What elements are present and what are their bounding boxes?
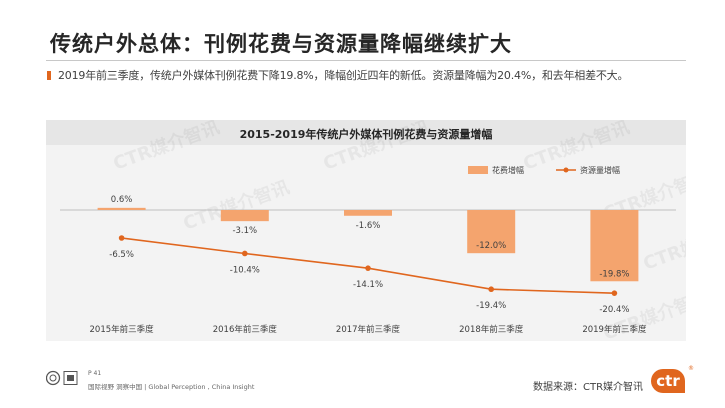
certification-icon	[46, 370, 78, 386]
line-point	[365, 265, 371, 271]
ctr-logo: ctr	[651, 369, 685, 393]
data-source: 数据来源：CTR媒介智讯	[533, 382, 644, 393]
line-data-label: -6.5%	[109, 250, 134, 260]
watermark-text: CTR媒介智讯	[320, 120, 432, 175]
bar	[467, 210, 516, 254]
bar-data-label: -1.6%	[356, 221, 381, 231]
legend-marker-line	[563, 167, 569, 173]
line-data-label: -14.1%	[353, 280, 383, 290]
line-point	[488, 286, 495, 293]
chart-plot: CTR媒介智讯 CTR媒介智讯 CTR媒介智讯CTR媒介智讯CTR媒介智讯CTR媒介…	[60, 120, 686, 341]
bar-data-label: -19.8%	[599, 269, 629, 279]
x-tick-label: 2016年前三季度	[213, 324, 278, 335]
watermark-text: CTR媒介智讯	[640, 216, 686, 275]
line-data-label: -20.4%	[599, 305, 629, 315]
line-point	[118, 235, 125, 241]
chart-title: 2015-2019年传统户外媒体刊例花费与资源量增幅	[239, 128, 493, 141]
watermark-text: CTR媒介智讯	[110, 120, 222, 175]
registered-mark: ®	[688, 365, 694, 372]
summary-text: 2019年前三季度，传统户外媒体刊例花费下降19.8%，降幅创近四年的新低。资源…	[58, 69, 629, 82]
x-tick-label: 2017年前三季度	[336, 324, 401, 335]
footer-slogan: 国际视野 洞察中国 | Global Perception , China In…	[88, 383, 255, 391]
x-tick-label: 2019年前三季度	[582, 324, 647, 335]
title-divider	[46, 60, 686, 61]
bar	[97, 207, 146, 210]
line-point	[611, 290, 618, 296]
x-tick-label: 2018年前三季度	[459, 324, 524, 335]
bar	[590, 210, 639, 282]
page-number: P 41	[88, 370, 102, 377]
legend-label-line: 资源量增幅	[580, 165, 620, 175]
bar-data-label: 0.6%	[111, 195, 133, 205]
bar-data-label: -3.1%	[232, 226, 257, 236]
line-point	[242, 250, 248, 257]
page-title: 传统户外总体：刊例花费与资源量降幅继续扩大	[50, 32, 512, 56]
chart-panel: 2015-2019年传统户外媒体刊例花费与资源量增幅 CTR媒介智讯 CTR媒介智…	[46, 120, 686, 341]
bar	[344, 210, 392, 216]
x-tick-label: 2015年前三季度	[90, 324, 155, 335]
line-data-label: -10.4%	[230, 265, 260, 275]
bullet-marker	[47, 71, 51, 80]
legend-swatch-bar	[468, 166, 488, 174]
legend-label-bar: 花费增幅	[492, 165, 524, 175]
bar-data-label: -12.0%	[476, 241, 506, 251]
line-data-label: -19.4%	[476, 301, 506, 311]
bar	[220, 210, 269, 222]
chart-title-bar	[46, 120, 686, 145]
